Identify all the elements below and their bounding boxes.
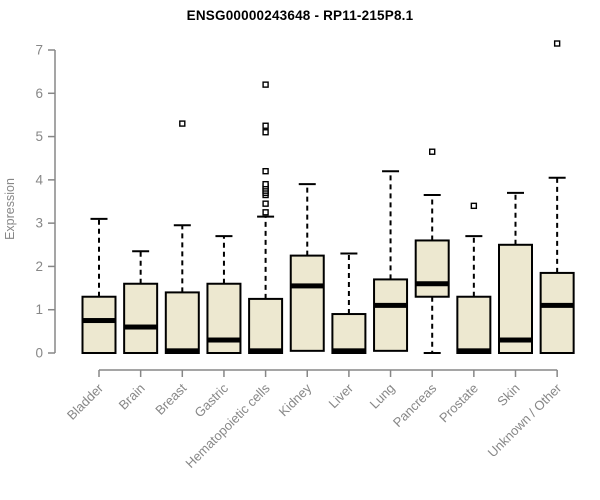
box-bladder [81,217,117,355]
outlier-point [262,167,269,175]
median-line [457,348,491,354]
iqr-box [164,291,200,354]
median-line [540,302,574,308]
outlier-point [179,120,186,127]
median-line [249,348,283,354]
outlier-point [429,148,436,155]
y-tick-label-2: 2 [35,259,43,274]
y-tick-label-0: 0 [35,346,43,361]
median-line [415,281,449,287]
iqr-box [539,271,575,354]
chart-title: ENSG00000243648 - RP11-215P8.1 [186,8,414,23]
iqr-box [289,254,325,352]
box-brain [123,250,159,354]
box-hematopoietic-cells [248,81,284,354]
box-unknown-other [539,40,575,354]
y-tick-label-4: 4 [35,172,43,187]
iqr-box [206,282,242,354]
x-tick-label-gastric: Gastric [191,380,231,420]
outlier-point [262,129,269,136]
x-tick-label-liver: Liver [325,380,356,411]
x-tick-label-lung: Lung [367,381,398,412]
median-line [165,348,199,354]
outlier-point [262,122,269,129]
median-line [499,337,532,343]
x-tick-label-breast: Breast [152,380,189,417]
box-lung [373,170,409,352]
median-line [332,348,366,354]
box-liver [331,252,367,354]
iqr-box [331,313,367,354]
iqr-box [456,295,492,355]
iqr-box [81,295,117,355]
outlier-point [262,180,269,188]
box-prostate [456,202,492,355]
x-tick-label-pancreas: Pancreas [390,380,440,430]
outlier-point [262,209,269,216]
x-tick-label-bladder: Bladder [64,380,107,423]
median-line [82,318,116,324]
iqr-box [373,278,409,352]
median-line [374,302,408,308]
outlier-point [470,202,478,210]
median-line [207,337,241,343]
box-kidney [289,183,325,352]
y-tick-label-3: 3 [35,216,43,231]
x-tick-label-brain: Brain [116,381,148,413]
y-tick-label-5: 5 [35,129,43,144]
median-line [124,324,158,330]
box-skin [498,191,533,355]
iqr-box [498,243,533,355]
outlier-point [553,40,561,47]
x-tick-label-skin: Skin [494,381,522,409]
outlier-point [262,81,269,88]
iqr-box [414,239,450,298]
x-tick-label-unknown-other: Unknown / Other [485,380,565,460]
x-tick-label-kidney: Kidney [276,380,315,419]
box-breast [164,120,200,354]
y-tick-label-6: 6 [35,86,43,101]
box-pancreas [414,148,450,354]
median-line [290,283,324,289]
box-gastric [206,235,242,354]
y-tick-label-7: 7 [35,43,43,58]
y-tick-label-1: 1 [35,302,43,317]
outlier-point [262,200,269,207]
iqr-box [248,297,284,354]
x-tick-label-prostate: Prostate [436,381,481,426]
iqr-box [123,282,159,354]
